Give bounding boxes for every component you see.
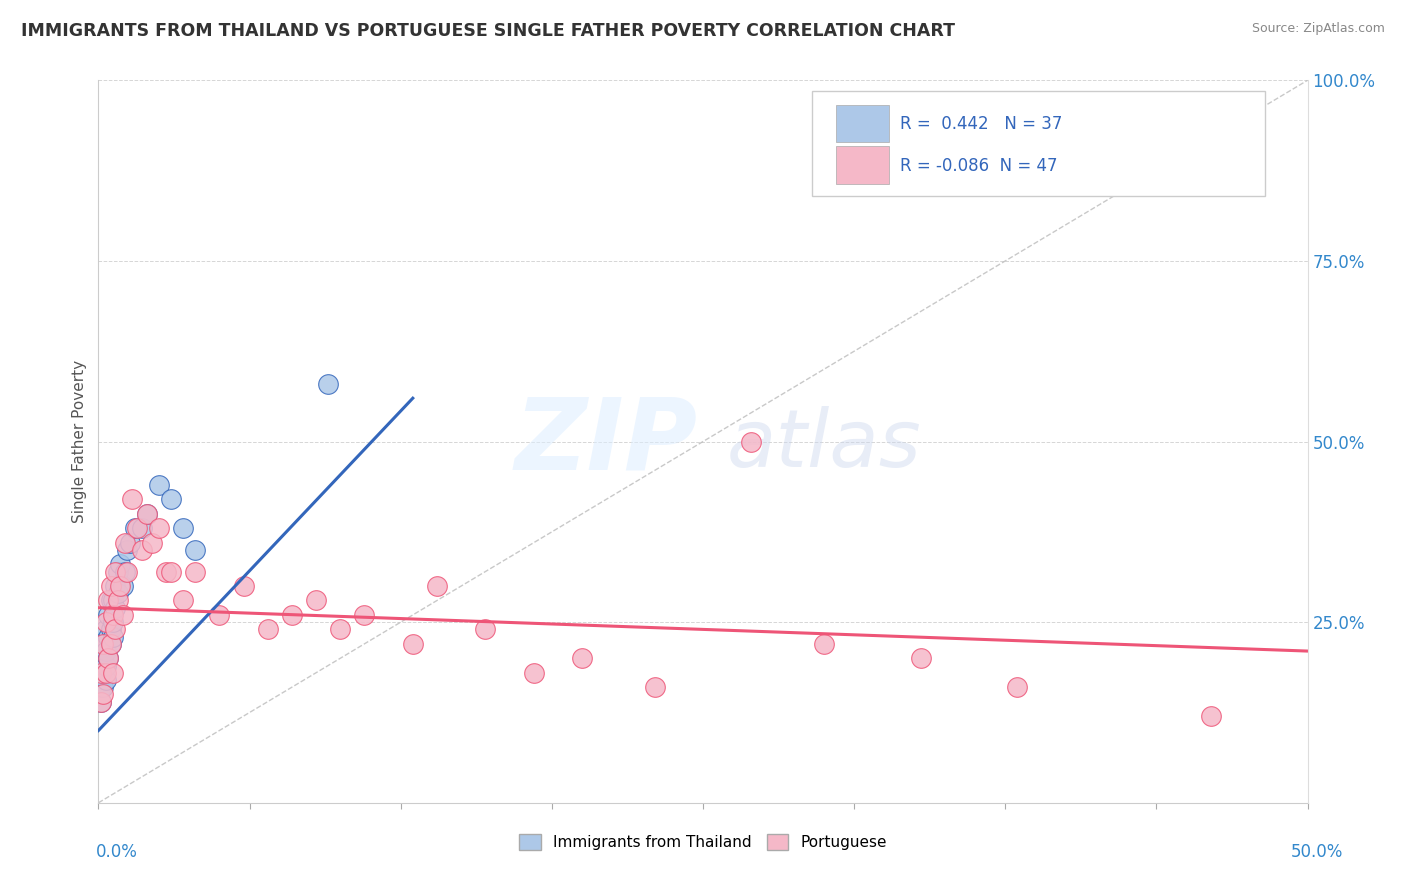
Point — [148, 478, 170, 492]
Text: atlas: atlas — [727, 406, 921, 484]
Point — [108, 558, 131, 572]
Point — [353, 607, 375, 622]
Point — [740, 434, 762, 449]
Point — [94, 644, 117, 658]
Point — [101, 607, 124, 622]
Point — [232, 579, 254, 593]
Point — [91, 651, 114, 665]
Point — [107, 586, 129, 600]
Point — [94, 623, 117, 637]
Legend: Immigrants from Thailand, Portuguese: Immigrants from Thailand, Portuguese — [513, 829, 893, 856]
Point — [94, 665, 117, 680]
Point — [1199, 709, 1222, 723]
Point — [90, 665, 112, 680]
Point — [90, 695, 112, 709]
Point — [97, 651, 120, 665]
Point — [97, 651, 120, 665]
Point — [100, 593, 122, 607]
Point — [402, 637, 425, 651]
Point — [100, 637, 122, 651]
Point — [155, 565, 177, 579]
Point — [97, 593, 120, 607]
Point — [94, 615, 117, 630]
Point — [117, 542, 139, 557]
Point — [91, 680, 114, 694]
Point — [172, 521, 194, 535]
Text: Source: ZipAtlas.com: Source: ZipAtlas.com — [1251, 22, 1385, 36]
Point — [111, 607, 134, 622]
Point — [523, 665, 546, 680]
Point — [281, 607, 304, 622]
Point — [329, 623, 352, 637]
Point — [426, 579, 449, 593]
Point — [118, 535, 141, 549]
Point — [127, 521, 149, 535]
Point — [94, 673, 117, 687]
Point — [160, 492, 183, 507]
Text: 0.0%: 0.0% — [96, 843, 138, 861]
FancyBboxPatch shape — [837, 146, 889, 184]
Point — [114, 535, 136, 549]
Point — [97, 630, 120, 644]
Point — [910, 651, 932, 665]
Point — [644, 680, 666, 694]
Point — [184, 565, 207, 579]
Point — [104, 600, 127, 615]
Point — [148, 521, 170, 535]
Point — [94, 658, 117, 673]
Point — [90, 665, 112, 680]
Point — [135, 507, 157, 521]
Point — [107, 593, 129, 607]
Y-axis label: Single Father Poverty: Single Father Poverty — [72, 360, 87, 523]
Point — [104, 565, 127, 579]
Point — [111, 579, 134, 593]
Point — [91, 637, 114, 651]
Point — [101, 630, 124, 644]
Text: IMMIGRANTS FROM THAILAND VS PORTUGUESE SINGLE FATHER POVERTY CORRELATION CHART: IMMIGRANTS FROM THAILAND VS PORTUGUESE S… — [21, 22, 955, 40]
Point — [813, 637, 835, 651]
Point — [101, 615, 124, 630]
Point — [256, 623, 278, 637]
Point — [131, 542, 153, 557]
Point — [114, 565, 136, 579]
Point — [141, 535, 163, 549]
Point — [571, 651, 593, 665]
Point — [316, 376, 339, 391]
Point — [124, 521, 146, 535]
FancyBboxPatch shape — [837, 105, 889, 143]
Point — [135, 507, 157, 521]
Point — [101, 593, 124, 607]
Point — [184, 542, 207, 557]
Point — [121, 492, 143, 507]
FancyBboxPatch shape — [811, 91, 1265, 196]
Point — [100, 579, 122, 593]
Point — [91, 637, 114, 651]
Point — [90, 695, 112, 709]
Point — [101, 665, 124, 680]
Point — [117, 565, 139, 579]
Point — [107, 565, 129, 579]
Point — [90, 680, 112, 694]
Text: R =  0.442   N = 37: R = 0.442 N = 37 — [900, 115, 1063, 133]
Point — [172, 593, 194, 607]
Point — [1007, 680, 1029, 694]
Point — [91, 665, 114, 680]
Text: ZIP: ZIP — [515, 393, 697, 490]
Point — [104, 579, 127, 593]
Point — [305, 593, 328, 607]
Point — [131, 521, 153, 535]
Text: 50.0%: 50.0% — [1291, 843, 1343, 861]
Point — [160, 565, 183, 579]
Point — [97, 607, 120, 622]
Point — [104, 623, 127, 637]
Point — [474, 623, 496, 637]
Text: R = -0.086  N = 47: R = -0.086 N = 47 — [900, 156, 1057, 175]
Point — [108, 579, 131, 593]
Point — [208, 607, 231, 622]
Point — [100, 637, 122, 651]
Point — [91, 687, 114, 701]
Point — [100, 623, 122, 637]
